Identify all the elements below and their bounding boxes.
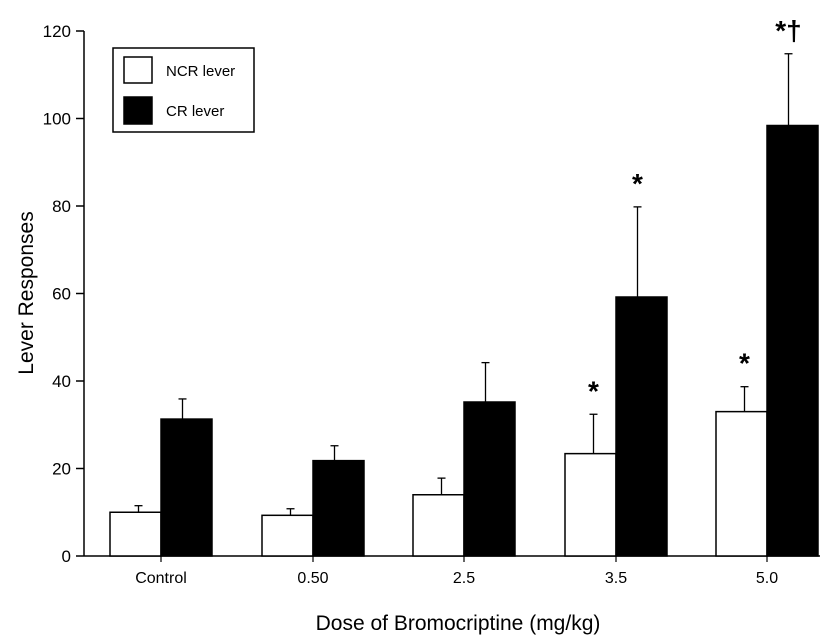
x-tick-label: 0.50 — [297, 570, 328, 587]
x-tick-label: Control — [135, 570, 187, 587]
x-tick-label: 2.5 — [453, 570, 475, 587]
y-tick-label: 20 — [52, 460, 71, 479]
significance-marker: * — [632, 168, 643, 199]
significance-marker: * — [588, 375, 599, 406]
y-tick-label: 120 — [43, 22, 71, 41]
bar-ncr-1 — [261, 514, 314, 557]
axes: 0 20 40 60 80 100 120 Control 0.50 2.5 3.5 5.0 — [43, 22, 820, 587]
y-axis-title: Lever Responses — [15, 211, 38, 374]
bar-ncr-4 — [715, 410, 768, 557]
bar-ncr-0 — [109, 511, 162, 557]
legend-swatch-ncr — [123, 56, 153, 84]
x-axis-title: Dose of Bromocriptine (mg/kg) — [316, 612, 601, 635]
y-tick-label: 60 — [52, 285, 71, 304]
legend-label-ncr: NCR lever — [166, 63, 235, 80]
significance-marker: *† — [775, 15, 801, 46]
legend-swatch-cr — [123, 96, 153, 125]
bar-cr-4 — [766, 124, 819, 557]
bar-ncr-2 — [412, 494, 465, 557]
x-tick-label: 3.5 — [605, 570, 627, 587]
bar-cr-3 — [615, 296, 668, 557]
y-tick-label: 100 — [43, 110, 71, 129]
y-tick-label: 80 — [52, 197, 71, 216]
bars: * * * *† — [109, 15, 819, 557]
bar-cr-0 — [160, 418, 213, 557]
bar-ncr-3 — [564, 452, 617, 557]
legend: NCR lever CR lever — [112, 47, 255, 133]
bar-cr-2 — [463, 401, 516, 557]
x-tick-label: 5.0 — [756, 570, 778, 587]
y-tick-label: 0 — [62, 547, 71, 566]
legend-label-cr: CR lever — [166, 103, 224, 120]
bar-cr-1 — [312, 459, 365, 557]
y-tick-label: 40 — [52, 372, 71, 391]
significance-marker: * — [739, 348, 750, 379]
